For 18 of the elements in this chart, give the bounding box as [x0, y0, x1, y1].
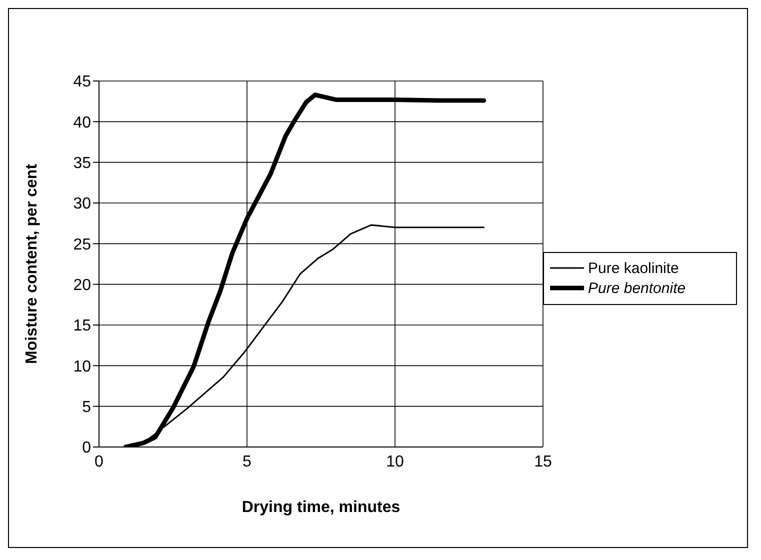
y-tick-label: 20	[73, 277, 92, 294]
y-tick-label: 35	[73, 155, 92, 172]
x-tick-label: 15	[534, 453, 552, 470]
y-tick-label: 45	[73, 74, 92, 91]
y-tick-label: 25	[73, 236, 92, 254]
legend-label: Pure kaolinite	[588, 260, 679, 276]
x-tick-label: 10	[386, 453, 404, 470]
x-axis-title: Drying time, minutes	[242, 499, 400, 516]
y-tick-label: 0	[82, 440, 92, 457]
y-tick-label: 15	[73, 318, 92, 335]
y-axis-title: Moisture content, per cent	[24, 163, 41, 364]
y-tick-label: 5	[82, 399, 92, 416]
y-tick-label: 10	[73, 358, 92, 376]
legend-label: Pure bentonite	[588, 280, 686, 296]
x-tick-label: 0	[94, 453, 104, 470]
y-tick-label: 30	[73, 196, 92, 213]
y-tick-label: 40	[73, 114, 92, 132]
x-tick-label: 5	[242, 453, 252, 470]
